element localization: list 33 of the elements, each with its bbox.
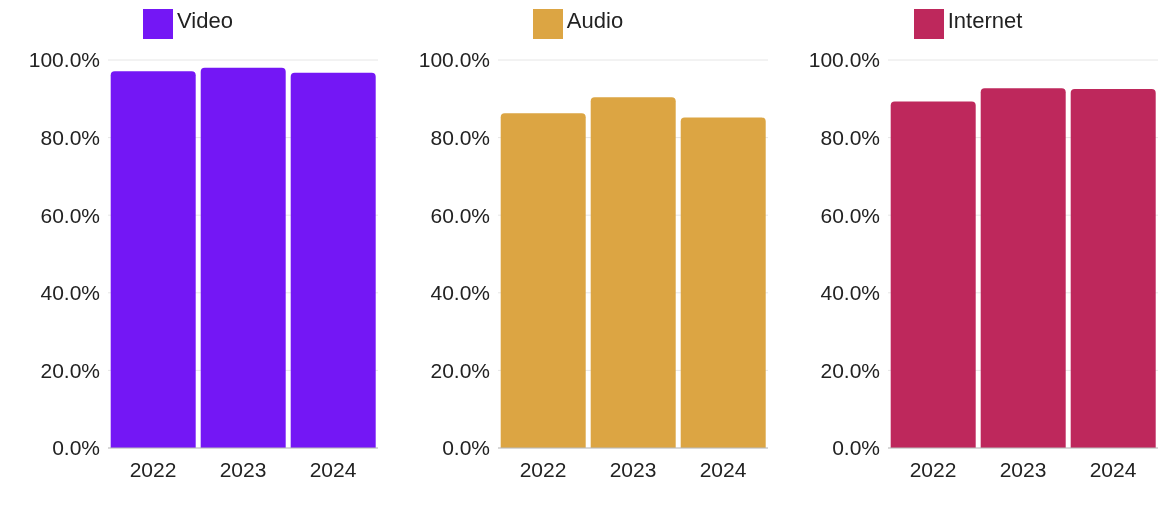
y-tick-label: 40.0% (820, 281, 880, 305)
y-tick-label: 100.0% (418, 48, 490, 72)
y-tick-label: 100.0% (808, 48, 880, 72)
legend-label: Internet (947, 8, 1023, 33)
y-tick-label: 0.0% (832, 436, 880, 460)
x-tick-label: 2023 (999, 457, 1047, 481)
y-tick-label: 80.0% (820, 126, 880, 150)
x-tick-label: 2024 (1089, 457, 1137, 481)
legend-label: Video (177, 8, 233, 33)
y-tick-label: 20.0% (430, 358, 490, 382)
x-tick-label: 2023 (219, 457, 267, 481)
y-tick-label: 0.0% (52, 436, 100, 460)
y-tick-label: 40.0% (430, 281, 490, 305)
y-tick-label: 60.0% (820, 203, 880, 227)
y-tick-label: 60.0% (40, 203, 100, 227)
x-tick-label: 2024 (699, 457, 747, 481)
y-tick-label: 40.0% (40, 281, 100, 305)
y-tick-label: 60.0% (430, 203, 490, 227)
legend-label: Audio (566, 8, 624, 33)
y-tick-label: 80.0% (430, 126, 490, 150)
x-tick-label: 2023 (609, 457, 657, 481)
x-tick-label: 2022 (129, 457, 177, 481)
x-tick-label: 2024 (309, 457, 357, 481)
bar (680, 117, 766, 448)
x-tick-label: 2022 (519, 457, 567, 481)
y-tick-label: 20.0% (820, 358, 880, 382)
y-tick-label: 0.0% (442, 436, 490, 460)
bar (500, 113, 586, 448)
y-tick-label: 20.0% (40, 358, 100, 382)
y-tick-label: 80.0% (40, 126, 100, 150)
bar (590, 97, 676, 448)
x-tick-label: 2022 (909, 457, 957, 481)
y-tick-label: 100.0% (28, 48, 100, 72)
